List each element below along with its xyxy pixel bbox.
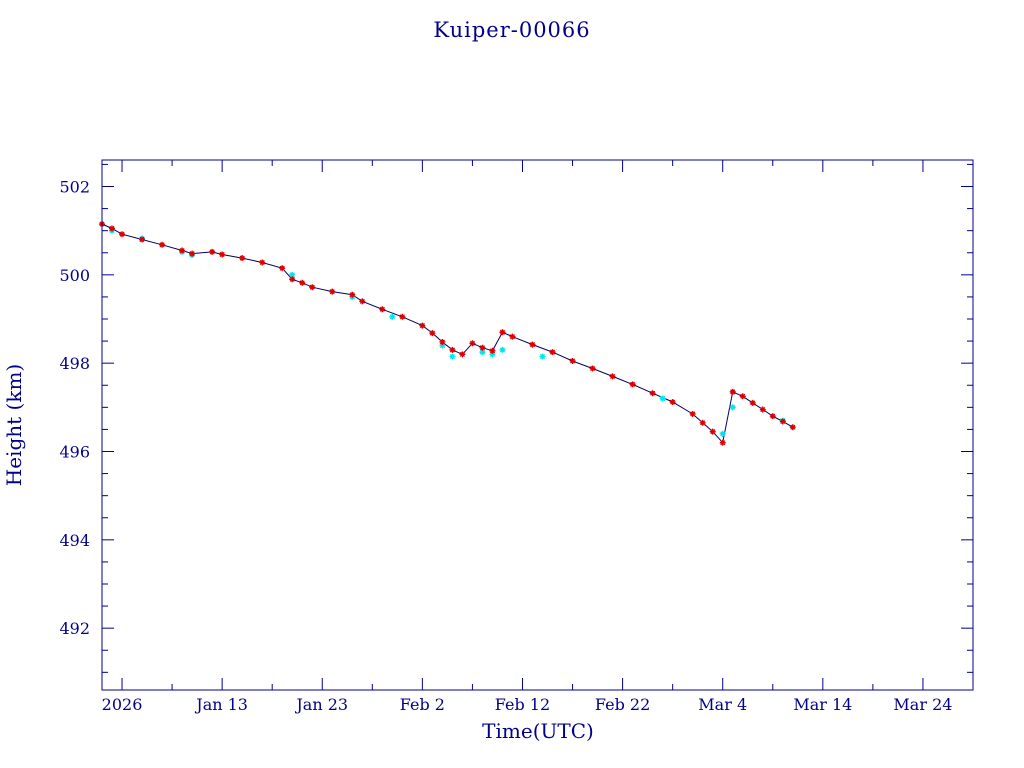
data-point-red — [119, 231, 126, 238]
data-point-cyan — [489, 351, 496, 358]
data-point-red — [489, 347, 496, 354]
data-point-cyan — [719, 430, 726, 437]
data-point-red — [569, 357, 576, 364]
data-point-red — [549, 349, 556, 356]
data-point-red — [459, 351, 466, 358]
x-tick-label: Mar 14 — [793, 695, 852, 714]
data-point-red — [219, 251, 226, 258]
data-point-red — [609, 373, 616, 380]
data-point-red — [529, 341, 536, 348]
data-point-cyan — [289, 271, 296, 278]
data-point-red — [729, 388, 736, 395]
x-tick-label: 2026 — [102, 695, 143, 714]
data-point-cyan — [439, 342, 446, 349]
data-point-red — [399, 313, 406, 320]
data-point-red — [379, 306, 386, 313]
data-point-red — [779, 418, 786, 425]
x-axis-label: Time(UTC) — [482, 719, 594, 743]
data-point-red — [359, 298, 366, 305]
y-tick-label: 502 — [59, 178, 90, 197]
data-point-red — [419, 322, 426, 329]
x-tick-label: Feb 12 — [495, 695, 550, 714]
data-point-red — [109, 225, 116, 232]
data-point-red — [499, 329, 506, 336]
data-point-red — [749, 399, 756, 406]
data-point-red — [259, 259, 266, 266]
data-point-red — [719, 439, 726, 446]
data-point-red — [769, 413, 776, 420]
data-point-red — [439, 338, 446, 345]
data-point-cyan — [499, 346, 506, 353]
data-point-red — [759, 406, 766, 413]
y-tick-label: 494 — [59, 531, 90, 550]
data-point-cyan — [479, 349, 486, 356]
data-point-cyan — [659, 395, 666, 402]
data-marks — [99, 221, 796, 446]
data-point-red — [429, 330, 436, 337]
plot-frame — [101, 159, 974, 691]
x-tick-label: Jan 23 — [294, 695, 348, 714]
data-point-cyan — [449, 353, 456, 360]
y-tick-label: 498 — [59, 354, 90, 373]
data-point-red — [479, 344, 486, 351]
x-tick-label: Mar 4 — [698, 695, 747, 714]
data-point-cyan — [729, 404, 736, 411]
data-point-red — [159, 241, 166, 248]
x-tick-label: Feb 2 — [400, 695, 445, 714]
x-tick-label: Feb 22 — [595, 695, 650, 714]
data-point-red — [589, 365, 596, 372]
axis-ticks: 492 494 496 498 500 502 2026 Jan 13 Jan 23 Feb 2 F… — [59, 160, 974, 714]
x-tick-label: Jan 13 — [194, 695, 248, 714]
data-point-red — [299, 279, 306, 286]
data-point-cyan — [389, 313, 396, 320]
data-point-red — [649, 390, 656, 397]
data-point-red — [699, 419, 706, 426]
data-point-red — [349, 291, 356, 298]
chart-title: Kuiper-00066 — [433, 18, 590, 42]
x-tick-label: Mar 24 — [893, 695, 952, 714]
data-point-red — [449, 346, 456, 353]
data-point-red — [189, 250, 196, 257]
data-point-red — [629, 381, 636, 388]
data-point-red — [209, 248, 216, 255]
data-point-red — [689, 410, 696, 417]
data-point-red — [789, 424, 796, 431]
series-line — [101, 223, 794, 444]
data-point-red — [309, 284, 316, 291]
data-point-red — [329, 288, 336, 295]
y-tick-label: 492 — [59, 619, 90, 638]
data-point-red — [709, 428, 716, 435]
y-tick-label: 500 — [59, 266, 90, 285]
data-point-red — [139, 236, 146, 243]
data-point-cyan — [539, 353, 546, 360]
y-tick-label: 496 — [59, 443, 90, 462]
data-point-red — [739, 393, 746, 400]
data-point-red — [289, 276, 296, 283]
data-point-red — [239, 255, 246, 262]
data-point-red — [469, 340, 476, 347]
data-point-red — [279, 265, 286, 272]
data-point-red — [179, 247, 186, 254]
data-point-red — [669, 399, 676, 406]
y-axis-label: Height (km) — [2, 364, 26, 486]
data-point-red — [509, 333, 516, 340]
